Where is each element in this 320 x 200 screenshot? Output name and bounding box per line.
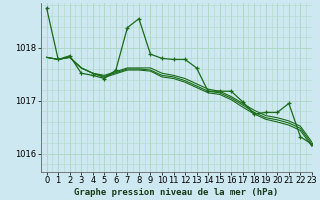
X-axis label: Graphe pression niveau de la mer (hPa): Graphe pression niveau de la mer (hPa): [74, 188, 278, 197]
